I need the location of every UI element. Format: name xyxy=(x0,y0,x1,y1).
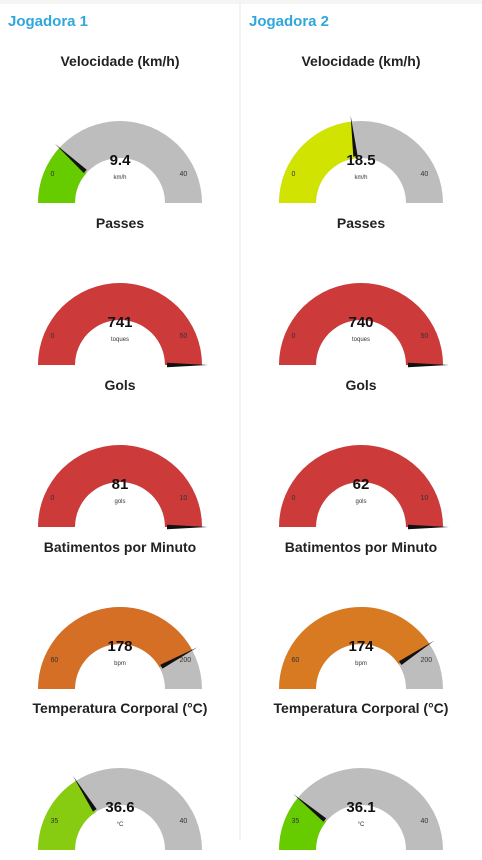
p1-temperatura-corporal-c-fill xyxy=(38,780,96,850)
p2-temperatura-corporal-c-unit: °C xyxy=(357,822,365,828)
p2-temperatura-corporal-c-needle xyxy=(293,793,327,822)
p1-batimentos-por-minuto-value: 178 xyxy=(107,638,133,655)
p2-passes-unit: toques xyxy=(351,337,370,343)
p2-passes-value: 740 xyxy=(348,314,374,331)
p1-passes-max-label: 50 xyxy=(179,333,188,340)
p2-batimentos-por-minuto-unit: bpm xyxy=(355,661,367,667)
p2-passes-fill xyxy=(279,283,443,365)
p1-batimentos-por-minuto-title: Batimentos por Minuto xyxy=(43,539,197,555)
p2-passes-needle xyxy=(408,362,449,368)
p1-gols-value: 81 xyxy=(111,476,129,493)
p1-batimentos-por-minuto-min-label: 60 xyxy=(50,657,59,664)
p1-velocidade-km-h-title: Velocidade (km/h) xyxy=(60,53,180,69)
p2-gols-max-label: 10 xyxy=(420,495,429,502)
p1-temperatura-corporal-c-title: Temperatura Corporal (°C) xyxy=(32,700,208,716)
p2-batimentos-por-minuto-min-label: 60 xyxy=(291,657,300,664)
p2-gols-fill xyxy=(279,445,443,527)
p2-velocidade-km-h-unit: km/h xyxy=(354,175,368,181)
p2-batimentos-por-minuto-gauge: Batimentos por Minuto 174 bpm 60 200 xyxy=(241,539,481,699)
p2-velocidade-km-h-dial xyxy=(279,115,443,203)
p1-velocidade-km-h-dial xyxy=(38,121,202,203)
p1-gols-needle xyxy=(167,524,208,530)
p2-gols-min-label: 0 xyxy=(291,495,296,502)
p2-temperatura-corporal-c-max-label: 40 xyxy=(420,818,429,825)
p1-passes-dial xyxy=(38,283,208,368)
p2-velocidade-km-h-needle xyxy=(350,115,358,157)
p2-passes-title: Passes xyxy=(336,215,386,231)
p2-velocidade-km-h-min-label: 0 xyxy=(291,171,296,178)
p2-batimentos-por-minuto-max-label: 200 xyxy=(420,657,433,664)
p1-temperatura-corporal-c-dial xyxy=(38,768,202,850)
p2-gols-unit: gols xyxy=(355,499,367,505)
p1-temperatura-corporal-c-value: 36.6 xyxy=(105,799,135,816)
p2-velocidade-km-h-value: 18.5 xyxy=(346,152,376,169)
p2-velocidade-km-h-gauge: Velocidade (km/h) 18.5 km/h 0 40 xyxy=(241,53,481,213)
p1-temperatura-corporal-c-unit: °C xyxy=(116,822,124,828)
p1-passes-needle xyxy=(167,362,208,368)
p2-batimentos-por-minuto-title: Batimentos por Minuto xyxy=(284,539,438,555)
p1-temperatura-corporal-c-gauge: Temperatura Corporal (°C) 36.6 °C 35 40 xyxy=(0,700,240,860)
p2-gols-gauge: Gols 62 gols 0 10 xyxy=(241,377,481,537)
p1-gols-min-label: 0 xyxy=(50,495,55,502)
p2-gols-needle xyxy=(408,524,449,530)
top-divider xyxy=(0,0,482,4)
p1-gols-gauge: Gols 81 gols 0 10 xyxy=(0,377,240,537)
p2-batimentos-por-minuto-fill xyxy=(279,607,430,689)
p1-gols-fill xyxy=(38,445,202,527)
player-2-column: Jogadora 2 Velocidade (km/h) 18.5 km/h 0 40 P… xyxy=(239,0,482,850)
p1-batimentos-por-minuto-fill xyxy=(38,607,193,689)
p2-batimentos-por-minuto-value: 174 xyxy=(348,638,374,655)
player-1-column: Jogadora 1 Velocidade (km/h) 9.4 km/h 0 40 Pa… xyxy=(0,0,240,850)
p1-gols-title: Gols xyxy=(104,377,136,393)
player-1-title: Jogadora 1 xyxy=(8,13,89,30)
p1-batimentos-por-minuto-needle xyxy=(160,647,198,669)
p1-passes-title: Passes xyxy=(95,215,145,231)
p2-gols-value: 62 xyxy=(352,476,370,493)
p1-passes-value: 741 xyxy=(107,314,133,331)
p1-batimentos-por-minuto-dial xyxy=(38,607,202,689)
p2-passes-dial xyxy=(279,283,449,368)
p2-velocidade-km-h-title: Velocidade (km/h) xyxy=(301,53,421,69)
p2-temperatura-corporal-c-title: Temperatura Corporal (°C) xyxy=(273,700,449,716)
p1-velocidade-km-h-unit: km/h xyxy=(113,175,127,181)
p2-temperatura-corporal-c-fill xyxy=(279,797,327,850)
p1-velocidade-km-h-fill xyxy=(38,147,87,203)
player-2-title: Jogadora 2 xyxy=(249,13,330,30)
p1-velocidade-km-h-value: 9.4 xyxy=(109,152,131,169)
p1-batimentos-por-minuto-max-label: 200 xyxy=(179,657,192,664)
p1-velocidade-km-h-min-label: 0 xyxy=(50,171,55,178)
p2-gols-title: Gols xyxy=(345,377,377,393)
p2-temperatura-corporal-c-gauge: Temperatura Corporal (°C) 36.1 °C 35 40 xyxy=(241,700,481,860)
p2-temperatura-corporal-c-value: 36.1 xyxy=(346,799,376,816)
p2-batimentos-por-minuto-dial xyxy=(279,607,443,689)
p2-gols-dial xyxy=(279,445,449,530)
p1-passes-fill xyxy=(38,283,202,365)
p1-gols-unit: gols xyxy=(114,499,126,505)
p1-velocidade-km-h-max-label: 40 xyxy=(179,171,188,178)
p2-velocidade-km-h-fill xyxy=(279,121,356,203)
p2-passes-min-label: 0 xyxy=(291,333,296,340)
p1-velocidade-km-h-needle xyxy=(54,143,87,173)
p1-temperatura-corporal-c-needle xyxy=(72,775,97,812)
p1-gols-dial xyxy=(38,445,208,530)
p1-gols-max-label: 10 xyxy=(179,495,188,502)
p1-batimentos-por-minuto-unit: bpm xyxy=(114,661,126,667)
p1-batimentos-por-minuto-gauge: Batimentos por Minuto 178 bpm 60 200 xyxy=(0,539,240,699)
p2-velocidade-km-h-max-label: 40 xyxy=(420,171,429,178)
p1-temperatura-corporal-c-min-label: 35 xyxy=(50,818,59,825)
p1-passes-unit: toques xyxy=(110,337,129,343)
p1-passes-gauge: Passes 741 toques 0 50 xyxy=(0,215,240,375)
p2-batimentos-por-minuto-needle xyxy=(399,640,435,665)
p2-passes-gauge: Passes 740 toques 0 50 xyxy=(241,215,481,375)
p1-passes-min-label: 0 xyxy=(50,333,55,340)
p2-temperatura-corporal-c-dial xyxy=(279,768,443,850)
p2-passes-max-label: 50 xyxy=(420,333,429,340)
p2-temperatura-corporal-c-min-label: 35 xyxy=(291,818,300,825)
p1-velocidade-km-h-gauge: Velocidade (km/h) 9.4 km/h 0 40 xyxy=(0,53,240,213)
p1-temperatura-corporal-c-max-label: 40 xyxy=(179,818,188,825)
